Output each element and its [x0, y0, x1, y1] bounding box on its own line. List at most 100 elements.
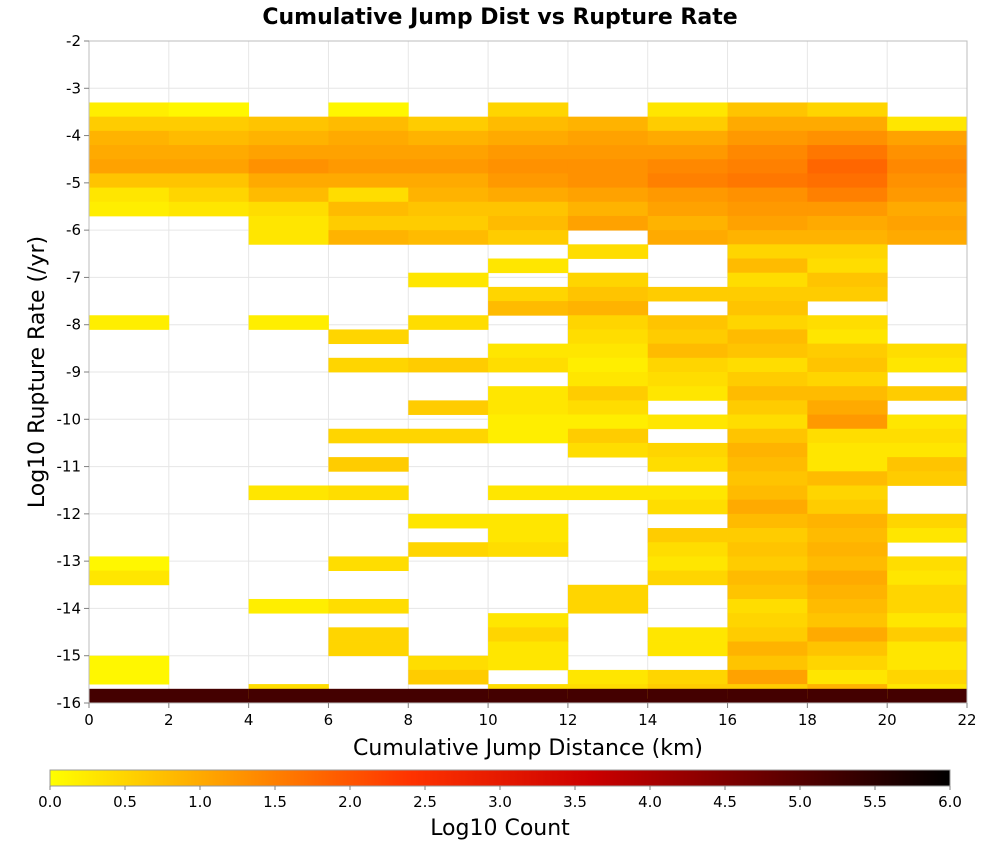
heatmap-cell: [887, 598, 968, 614]
heatmap-cell: [408, 542, 489, 557]
heatmap-cell: [488, 528, 569, 543]
heatmap-cell: [408, 428, 489, 444]
heatmap-cell: [408, 159, 489, 174]
heatmap-cell: [488, 301, 569, 316]
heatmap-cell: [727, 102, 808, 118]
heatmap-cell: [887, 414, 968, 430]
heatmap-cell: [567, 201, 649, 217]
heatmap-cell: [887, 187, 968, 203]
heatmap-cell: [488, 542, 569, 557]
heatmap-cell: [807, 442, 888, 458]
heatmap-cell: [89, 159, 170, 174]
heatmap-cell: [328, 230, 409, 245]
heatmap-cell: [647, 357, 728, 373]
heatmap-cell: [488, 159, 569, 174]
heatmap-cell: [807, 471, 888, 486]
heatmap-cell: [647, 528, 728, 543]
heatmap-cell: [168, 130, 250, 146]
heatmap-cell: [807, 598, 888, 614]
heatmap-cell: [328, 102, 409, 118]
heatmap-cell: [567, 286, 649, 302]
heatmap-cell: [89, 570, 170, 586]
heatmap-cell: [727, 655, 808, 671]
heatmap-cell: [328, 201, 409, 217]
heatmap-cell: [488, 215, 569, 231]
colorbar-tick-label: 5.5: [863, 793, 887, 811]
x-tick-label: 4: [244, 711, 254, 729]
heatmap-cell: [887, 159, 968, 174]
x-tick-label: 6: [324, 711, 334, 729]
heatmap-cell: [727, 286, 808, 302]
heatmap-cell: [567, 669, 649, 685]
colorbar-tick-label: 3.0: [488, 793, 512, 811]
heatmap-cell: [807, 584, 888, 600]
y-tick-label: -6: [66, 221, 81, 239]
heatmap-cell: [567, 301, 649, 316]
heatmap-cell: [727, 570, 808, 586]
heatmap-cell: [887, 688, 968, 704]
heatmap-cell: [807, 627, 888, 642]
heatmap-cell: [567, 688, 649, 704]
heatmap-cell: [807, 201, 888, 217]
heatmap-cell: [328, 598, 409, 614]
heatmap-cell: [89, 556, 170, 571]
heatmap-cell: [488, 641, 569, 657]
y-tick-label: -2: [66, 32, 81, 50]
heatmap-cell: [408, 130, 489, 146]
heatmap-cell: [647, 542, 728, 557]
heatmap-cell: [488, 187, 569, 203]
colorbar-tick-label: 0.5: [113, 793, 137, 811]
heatmap-cell: [807, 457, 888, 472]
heatmap-cell: [727, 542, 808, 557]
heatmap-cell: [887, 669, 968, 685]
heatmap-cell: [567, 315, 649, 330]
y-tick-label: -7: [66, 268, 81, 286]
heatmap-cell: [727, 187, 808, 203]
heatmap-cell: [647, 145, 728, 160]
heatmap-cell: [647, 627, 728, 642]
heatmap-cell: [567, 145, 649, 160]
heatmap-cell: [408, 315, 489, 330]
heatmap-cell: [408, 145, 489, 160]
heatmap-cell: [89, 145, 170, 160]
heatmap-cell: [248, 315, 329, 330]
heatmap-cell: [807, 130, 888, 146]
heatmap-cell: [408, 230, 489, 245]
heatmap-cell: [248, 688, 329, 704]
heatmap-cell: [647, 372, 728, 387]
heatmap-cell: [807, 315, 888, 330]
heatmap-cell: [567, 187, 649, 203]
heatmap-cell: [887, 230, 968, 245]
heatmap-cell: [887, 215, 968, 231]
y-tick-label: -4: [66, 127, 81, 145]
heatmap-cell: [567, 598, 649, 614]
heatmap-cell: [408, 669, 489, 685]
heatmap-cell: [488, 357, 569, 373]
colorbar-tick-label: 2.5: [413, 793, 437, 811]
heatmap-cell: [727, 669, 808, 685]
y-tick-label: -13: [57, 552, 82, 570]
heatmap-cell: [647, 414, 728, 430]
heatmap-cell: [727, 528, 808, 543]
heatmap-cell: [408, 400, 489, 415]
heatmap-cell: [647, 102, 728, 118]
heatmap-cell: [89, 669, 170, 685]
heatmap-cell: [567, 357, 649, 373]
y-tick-label: -16: [57, 694, 82, 712]
x-tick-label: 10: [479, 711, 498, 729]
heatmap-cell: [647, 286, 728, 302]
heatmap-cell: [727, 386, 808, 401]
heatmap-cell: [567, 173, 649, 188]
heatmap-cell: [727, 688, 808, 704]
heatmap-cell: [727, 357, 808, 373]
heatmap-cell: [887, 556, 968, 571]
heatmap-cell: [887, 130, 968, 146]
heatmap-cell: [887, 457, 968, 472]
heatmap-cell: [328, 627, 409, 642]
heatmap-cell: [807, 414, 888, 430]
heatmap-cell: [807, 400, 888, 415]
colorbar: [49, 769, 951, 787]
heatmap-cell: [807, 570, 888, 586]
heatmap-cell: [567, 272, 649, 288]
